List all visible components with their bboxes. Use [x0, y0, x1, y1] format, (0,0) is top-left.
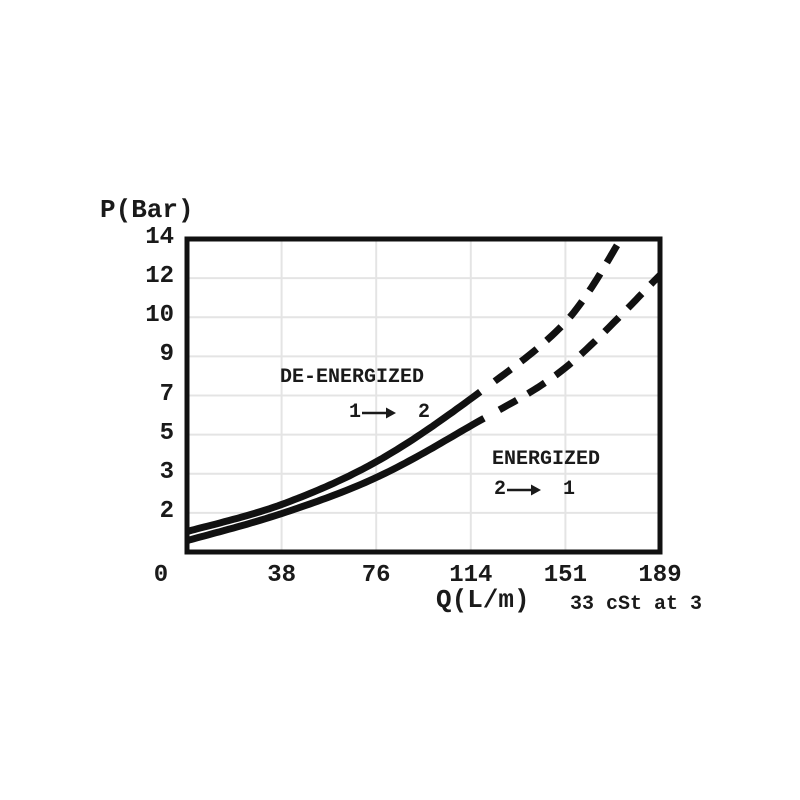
- curve-dashed-energized: [486, 272, 660, 420]
- y-tick-label: 5: [159, 419, 174, 447]
- x-tick-label: 151: [543, 562, 587, 589]
- curve-solid-energized: [187, 415, 486, 545]
- port-to-label: 2: [418, 401, 431, 424]
- right-arrow-icon: [362, 407, 397, 418]
- annotation-energized: ENERGIZED: [492, 448, 601, 471]
- x-tick-label: 76: [361, 562, 391, 589]
- y-tick-label: 10: [145, 302, 174, 330]
- right-arrow-icon: [507, 484, 542, 495]
- port-from-label: 2: [494, 478, 507, 501]
- y-tick-label: 3: [159, 458, 174, 486]
- plot-frame: [184, 236, 663, 555]
- x-tick-label: 0: [153, 562, 169, 589]
- y-tick-label: 14: [145, 224, 174, 251]
- x-tick-label: 38: [267, 562, 296, 589]
- annotation-de-energized: DE-ENERGIZED: [280, 366, 425, 389]
- y-tick-label: 2: [159, 497, 174, 525]
- y-tick-label: 12: [145, 263, 174, 291]
- port-from-label: 1: [349, 401, 362, 424]
- x-tick-label: 189: [638, 562, 682, 589]
- x-tick-label: 114: [449, 562, 493, 589]
- x-axis-title: Q(L/m): [436, 585, 530, 615]
- y-tick-label: 9: [159, 341, 174, 369]
- flow-path-2-to-1: 2 1: [494, 478, 575, 501]
- y-axis-title: P(Bar): [100, 195, 194, 225]
- port-to-label: 1: [563, 478, 576, 501]
- y-tick-label: 7: [159, 380, 174, 408]
- x-axis-note: 33 cSt at 3: [570, 593, 703, 616]
- flow-path-1-to-2: 1 2: [349, 401, 430, 424]
- curve-solid-de-energized: [187, 389, 483, 535]
- curve-dashed-de-energized: [482, 239, 626, 392]
